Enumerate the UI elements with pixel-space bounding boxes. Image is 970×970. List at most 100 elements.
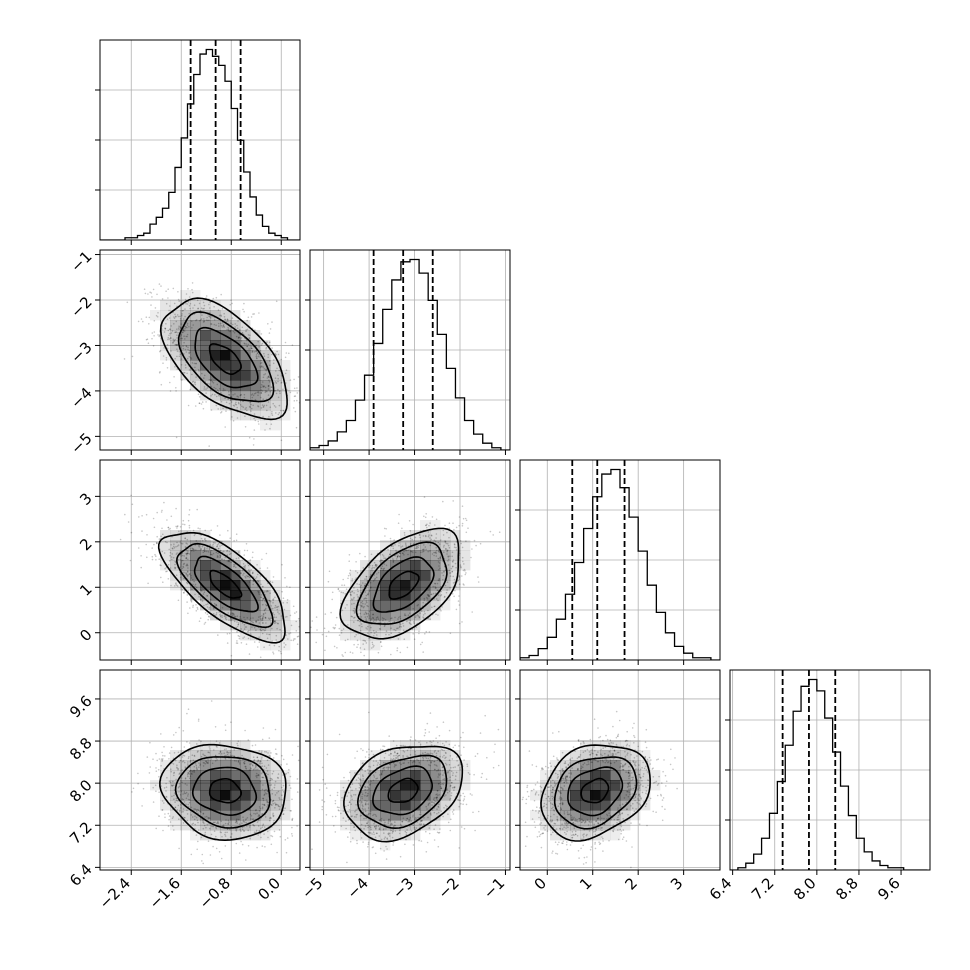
- scatter-point: [261, 558, 263, 561]
- scatter-point: [401, 527, 403, 530]
- scatter-point: [353, 607, 356, 610]
- scatter-point: [192, 604, 194, 607]
- scatter-point: [175, 331, 178, 333]
- scatter-point: [422, 551, 424, 553]
- scatter-point: [280, 382, 283, 384]
- scatter-point: [242, 637, 244, 639]
- density-cell: [170, 810, 181, 821]
- scatter-point: [266, 377, 269, 379]
- scatter-point: [444, 524, 446, 527]
- density-cell: [170, 540, 181, 551]
- scatter-point: [155, 790, 157, 792]
- scatter-point: [392, 757, 395, 760]
- density-cell: [250, 760, 261, 771]
- scatter-point: [551, 791, 553, 794]
- density-panel: [520, 670, 720, 870]
- scatter-point: [192, 606, 194, 608]
- scatter-point: [250, 818, 252, 820]
- scatter-point: [203, 550, 206, 553]
- scatter-point: [383, 745, 386, 748]
- scatter-point: [295, 426, 298, 429]
- density-cell: [370, 800, 381, 811]
- scatter-point: [363, 639, 366, 642]
- scatter-point: [176, 344, 178, 346]
- scatter-point: [255, 355, 258, 358]
- density-cell: [210, 580, 221, 591]
- scatter-point: [155, 827, 157, 830]
- scatter-point: [443, 571, 445, 573]
- scatter-point: [354, 772, 356, 774]
- scatter-point: [429, 544, 432, 547]
- scatter-point: [160, 733, 162, 735]
- scatter-point: [591, 748, 593, 751]
- scatter-point: [370, 618, 373, 620]
- scatter-point: [437, 614, 439, 616]
- scatter-point: [402, 625, 405, 627]
- scatter-point: [247, 564, 250, 567]
- density-panel: [100, 460, 300, 660]
- scatter-point: [428, 731, 431, 733]
- density-cell: [160, 800, 171, 811]
- scatter-point: [438, 578, 440, 580]
- scatter-point: [230, 401, 233, 403]
- scatter-point: [356, 599, 359, 601]
- scatter-point: [279, 628, 281, 631]
- scatter-point: [272, 362, 275, 365]
- scatter-point: [246, 825, 248, 827]
- scatter-point: [367, 803, 369, 805]
- scatter-point: [618, 751, 620, 754]
- scatter-point: [359, 612, 362, 615]
- scatter-point: [249, 767, 252, 769]
- scatter-point: [361, 605, 363, 608]
- scatter-point: [403, 550, 405, 553]
- scatter-point: [328, 570, 331, 573]
- scatter-point: [323, 627, 326, 630]
- scatter-point: [423, 599, 426, 602]
- scatter-point: [464, 569, 466, 572]
- scatter-point: [333, 627, 336, 630]
- scatter-point: [436, 812, 438, 815]
- scatter-point: [444, 762, 447, 765]
- scatter-point: [220, 820, 222, 823]
- scatter-point: [424, 534, 427, 537]
- scatter-point: [561, 842, 563, 844]
- scatter-point: [349, 651, 352, 653]
- scatter-point: [435, 752, 438, 755]
- scatter-point: [267, 385, 270, 387]
- scatter-point: [253, 768, 256, 770]
- density-cell: [240, 350, 251, 361]
- scatter-point: [284, 616, 287, 618]
- scatter-point: [186, 552, 189, 555]
- scatter-point: [433, 828, 435, 830]
- scatter-point: [440, 594, 443, 596]
- density-cell: [430, 570, 441, 581]
- scatter-point: [195, 764, 198, 767]
- scatter-point: [358, 786, 361, 789]
- scatter-point: [563, 819, 565, 822]
- scatter-point: [368, 765, 370, 768]
- density-cell: [210, 360, 221, 371]
- scatter-point: [258, 346, 260, 348]
- x-tick-label: −2: [434, 874, 462, 902]
- density-cell: [170, 550, 181, 561]
- scatter-point: [257, 580, 260, 583]
- scatter-point: [195, 549, 197, 551]
- scatter-point: [264, 391, 267, 394]
- scatter-point: [189, 388, 191, 391]
- density-cell: [370, 570, 381, 581]
- scatter-point: [369, 619, 372, 622]
- scatter-point: [180, 811, 183, 813]
- scatter-point: [186, 564, 189, 567]
- scatter-point: [186, 575, 189, 578]
- scatter-point: [324, 649, 326, 652]
- scatter-point: [266, 409, 268, 412]
- scatter-point: [226, 831, 228, 834]
- scatter-point: [385, 564, 388, 567]
- scatter-point: [127, 521, 130, 523]
- density-cell: [280, 410, 291, 421]
- scatter-point: [447, 560, 449, 562]
- scatter-point: [437, 806, 440, 808]
- scatter-point: [258, 810, 261, 812]
- scatter-point: [399, 623, 402, 626]
- scatter-point: [627, 771, 630, 774]
